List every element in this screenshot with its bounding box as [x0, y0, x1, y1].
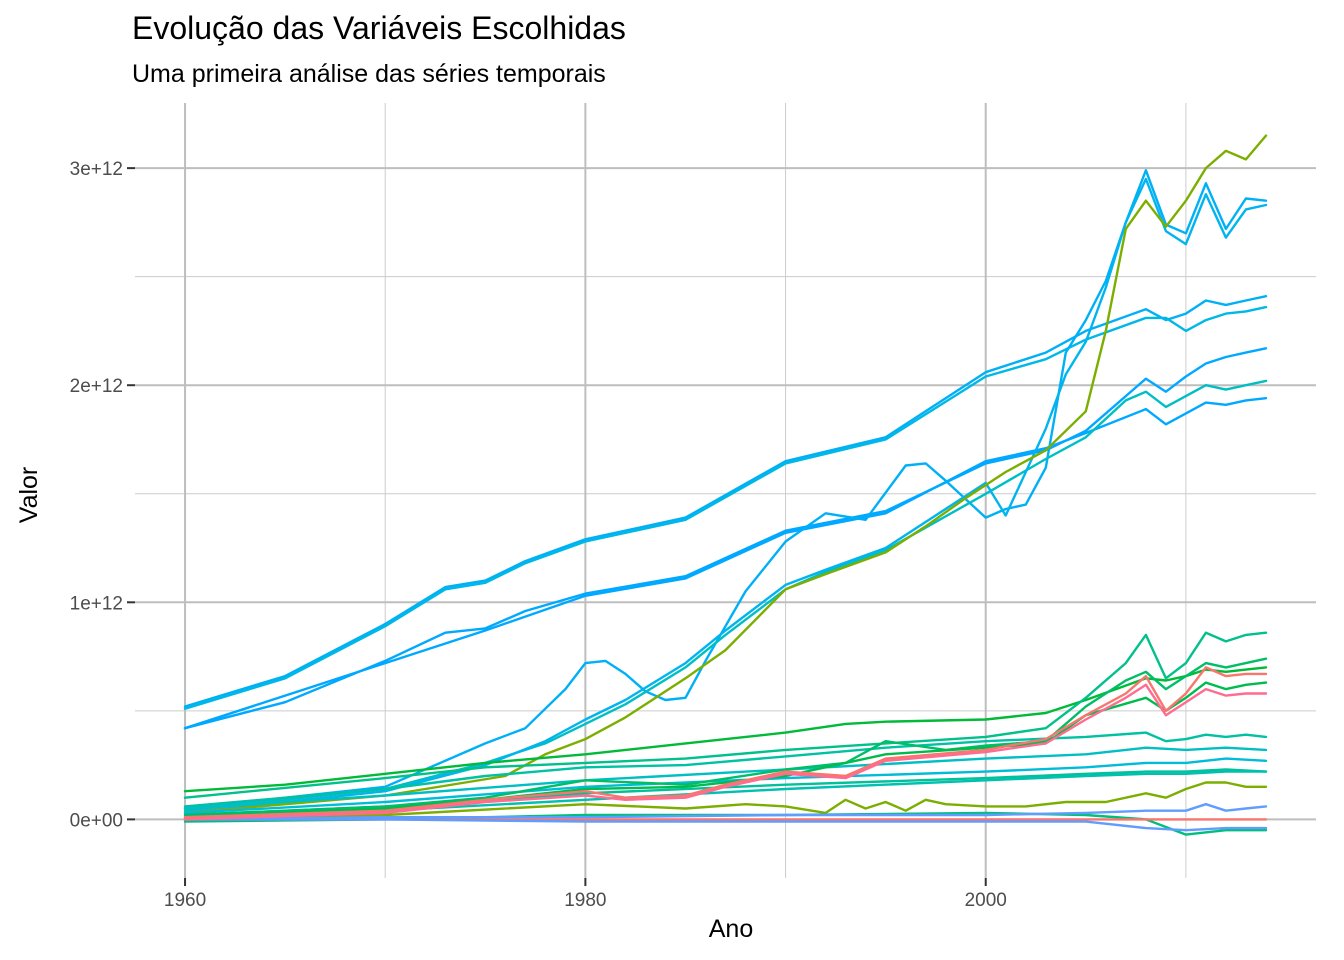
y-axis-title: Valor	[15, 467, 43, 524]
x-axis-title: Ano	[709, 915, 753, 943]
series-line	[183, 666, 1268, 793]
y-tick-label: 3e+12	[70, 159, 123, 180]
series-line	[183, 683, 1268, 821]
series-line	[183, 397, 1268, 730]
series-line	[183, 770, 1268, 819]
series-line	[183, 347, 1268, 730]
y-tick-label: 2e+12	[70, 376, 123, 397]
series-line	[183, 169, 1268, 810]
chart-title: Evolução das Variáveis Escolhidas	[132, 10, 626, 46]
series-line	[183, 757, 1268, 815]
series-line	[183, 379, 1268, 812]
series-line	[183, 803, 1268, 821]
series-line	[183, 631, 1268, 799]
series-line	[183, 305, 1268, 710]
series-line	[183, 134, 1268, 815]
series-line	[183, 177, 1268, 815]
x-tick-label: 2000	[965, 890, 1007, 911]
y-tick-label: 0e+00	[70, 810, 123, 831]
x-tick-label: 1980	[564, 890, 606, 911]
series-line	[183, 295, 1268, 708]
series-line	[183, 746, 1268, 810]
series-line	[183, 731, 1268, 808]
series-line	[183, 781, 1268, 821]
major-gridlines	[135, 103, 1316, 878]
series-line	[183, 666, 1268, 819]
series-line	[183, 818, 1268, 832]
series-lines	[183, 134, 1268, 836]
y-tick-label: 1e+12	[70, 593, 123, 614]
axes: 1960 1980 2000 0e+00 1e+12 2e+12 3e+12	[70, 159, 1007, 911]
chart-subtitle: Uma primeira análise das séries temporai…	[132, 60, 606, 88]
x-tick-label: 1960	[164, 890, 206, 911]
